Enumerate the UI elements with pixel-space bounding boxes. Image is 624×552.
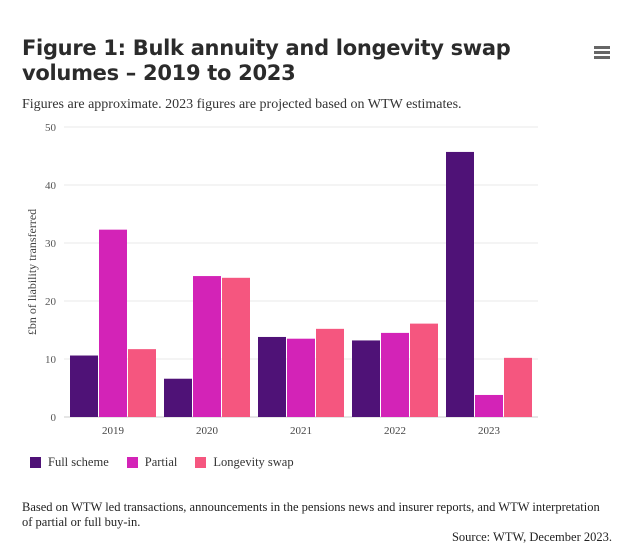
x-tick-label: 2023 <box>478 425 501 437</box>
bar-partial-2019 <box>99 229 127 417</box>
bar-partial-2023 <box>475 394 503 417</box>
x-tick-label: 2021 <box>290 425 312 437</box>
x-tick-label: 2020 <box>196 425 219 437</box>
y-tick-label: 0 <box>51 412 57 424</box>
bar-full-scheme-2022 <box>352 340 380 417</box>
y-tick-label: 20 <box>45 296 57 308</box>
bar-longevity-swap-2023 <box>504 357 532 417</box>
legend-item-full-scheme[interactable]: Full scheme <box>30 455 109 470</box>
bar-partial-2022 <box>381 332 409 417</box>
y-tick-label: 30 <box>45 238 57 250</box>
y-tick-label: 40 <box>45 180 57 192</box>
legend-label: Longevity swap <box>213 455 294 469</box>
y-axis-label: £bn of liability transferred <box>25 209 39 335</box>
legend-swatch <box>30 457 41 468</box>
x-tick-label: 2022 <box>384 425 406 437</box>
bar-longevity-swap-2022 <box>410 323 438 417</box>
bar-full-scheme-2019 <box>70 355 98 417</box>
chart-subtitle: Figures are approximate. 2023 figures ar… <box>22 97 462 112</box>
legend-swatch <box>126 457 138 468</box>
y-tick-label: 50 <box>45 122 57 134</box>
bar-longevity-swap-2021 <box>316 328 344 417</box>
legend: Full scheme Partial Longevity swap <box>30 455 294 470</box>
legend-label: Partial <box>144 455 178 469</box>
chart-title: Figure 1: Bulk annuity and longevity swa… <box>22 36 511 85</box>
legend-swatch <box>195 457 207 468</box>
bar-partial-2021 <box>287 338 315 417</box>
hamburger-menu-icon[interactable] <box>594 46 610 60</box>
bar-longevity-swap-2019 <box>128 349 156 417</box>
source-note: Source: WTW, December 2023. <box>451 530 612 544</box>
x-tick-label: 2019 <box>102 425 125 437</box>
bar-full-scheme-2021 <box>258 336 286 417</box>
legend-item-partial[interactable]: Partial <box>126 455 178 470</box>
y-tick-label: 10 <box>45 354 57 366</box>
bar-full-scheme-2020 <box>164 378 192 417</box>
footnote: Based on WTW led transactions, announcem… <box>22 500 600 529</box>
legend-item-longevity-swap[interactable]: Longevity swap <box>195 455 294 470</box>
bar-partial-2020 <box>193 276 221 417</box>
bar-full-scheme-2023 <box>446 151 474 417</box>
bar-longevity-swap-2020 <box>222 277 250 417</box>
legend-label: Full scheme <box>48 455 109 469</box>
